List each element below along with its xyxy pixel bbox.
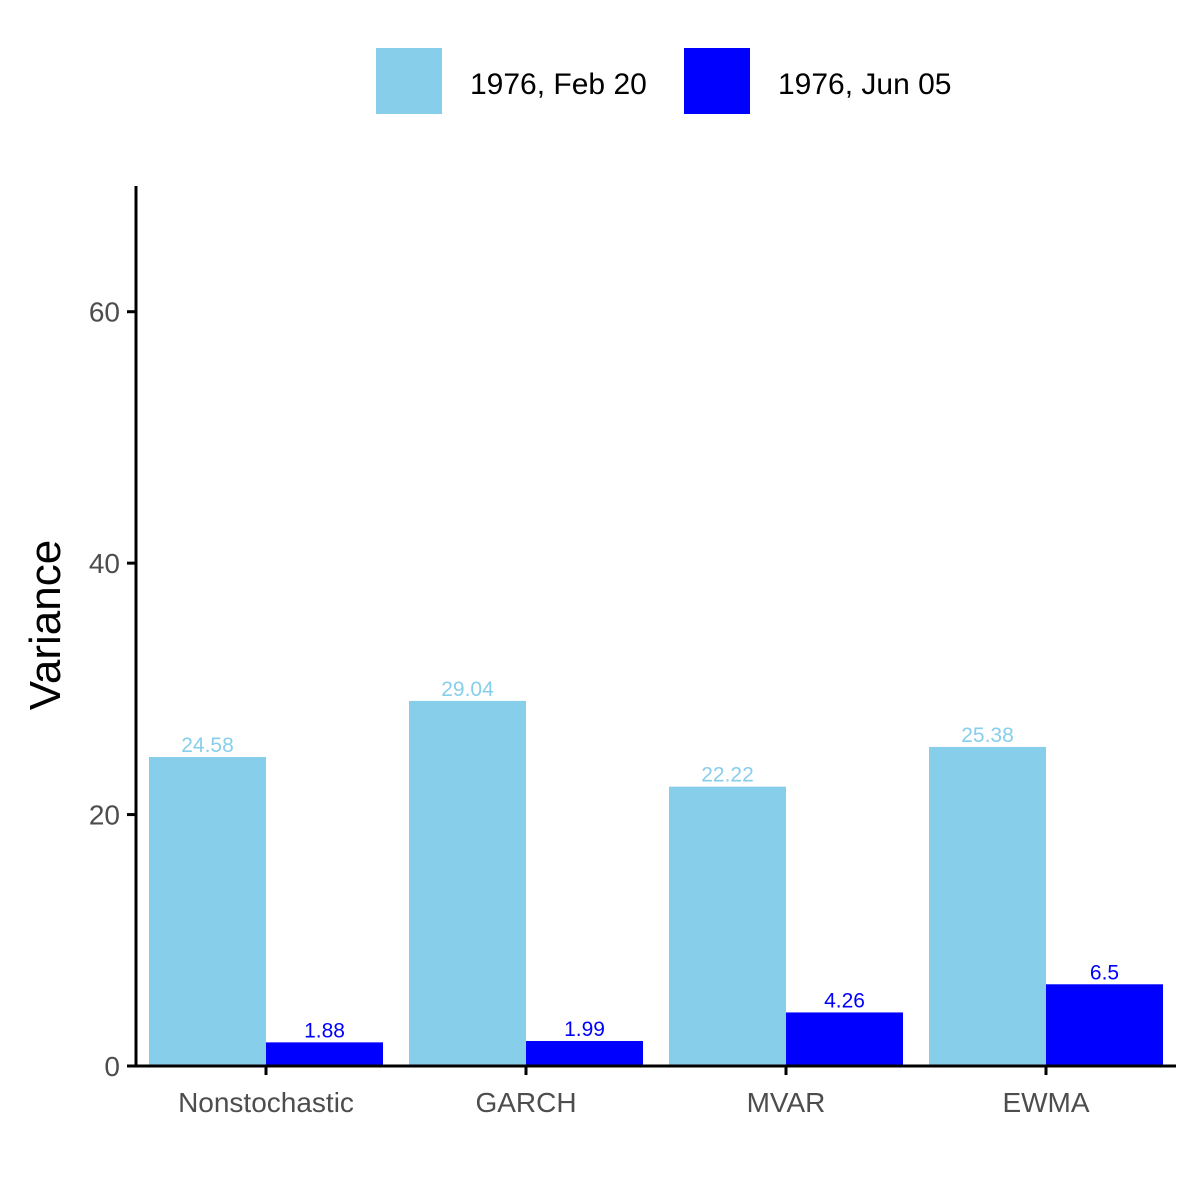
- x-tick-label: Nonstochastic: [178, 1087, 354, 1118]
- data-label: 25.38: [961, 724, 1014, 747]
- data-label: 1.88: [304, 1019, 345, 1042]
- y-axis-title: Variance: [21, 540, 70, 710]
- bar: [149, 756, 266, 1066]
- bar: [409, 700, 526, 1066]
- data-label: 24.58: [181, 734, 234, 757]
- y-ticks: 0 20 40 60: [89, 297, 136, 1082]
- data-label: 29.04: [441, 678, 494, 701]
- bar: [1046, 984, 1163, 1066]
- axes: [134, 186, 1176, 1068]
- bar: [526, 1040, 643, 1066]
- bar: [669, 786, 786, 1066]
- legend-label: 1976, Jun 05: [778, 68, 951, 101]
- y-tick-label: 60: [89, 297, 120, 328]
- data-labels: 24.58 1.88 29.04 1.99 22.22 4.26 25.38 6.5: [181, 678, 1119, 1042]
- x-tick-label: MVAR: [747, 1087, 826, 1118]
- x-tick-label: EWMA: [1002, 1087, 1089, 1118]
- bar: [929, 746, 1046, 1066]
- y-tick-label: 40: [89, 548, 120, 579]
- y-tick-label: 0: [104, 1051, 120, 1082]
- legend: 1976, Feb 20 1976, Jun 05: [376, 48, 951, 114]
- x-tick-label: GARCH: [475, 1087, 576, 1118]
- bar: [786, 1012, 903, 1066]
- legend-key: [684, 48, 750, 114]
- data-label: 22.22: [701, 764, 754, 787]
- data-label: 4.26: [824, 989, 865, 1012]
- data-label: 6.5: [1090, 961, 1119, 984]
- bars: [149, 700, 1163, 1066]
- legend-key: [376, 48, 442, 114]
- data-label: 1.99: [564, 1018, 605, 1041]
- legend-label: 1976, Feb 20: [470, 68, 647, 101]
- y-tick-label: 20: [89, 800, 120, 831]
- x-ticks: Nonstochastic GARCH MVAR EWMA: [178, 1066, 1090, 1118]
- bar: [266, 1042, 383, 1066]
